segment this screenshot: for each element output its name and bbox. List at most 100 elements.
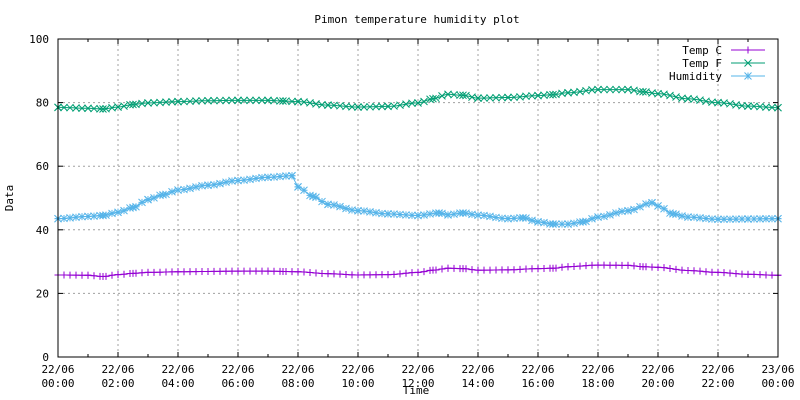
sample-marker (432, 266, 440, 274)
sample-marker (582, 217, 590, 226)
sample-marker (636, 202, 644, 211)
sample-marker (432, 94, 440, 103)
sample-marker (72, 104, 80, 112)
sample-marker (198, 181, 206, 190)
sample-marker (678, 266, 686, 274)
sample-marker (366, 271, 374, 279)
sample-marker (318, 100, 326, 109)
sample-marker (324, 101, 332, 109)
sample-marker (90, 272, 98, 280)
x-tick-label-time: 16:00 (521, 377, 554, 390)
sample-marker (756, 102, 764, 111)
sample-marker (126, 204, 134, 212)
sample-marker (552, 220, 560, 228)
sample-marker (186, 268, 194, 276)
sample-marker (114, 208, 122, 217)
x-tick-label-time: 00:00 (761, 377, 794, 390)
sample-marker (216, 179, 224, 188)
series-temp-f (54, 85, 782, 113)
sample-marker (594, 261, 602, 269)
sample-marker (642, 263, 650, 271)
sample-marker (726, 269, 734, 277)
sample-marker (276, 267, 284, 275)
sample-marker (198, 267, 206, 275)
axis-ticks: 02040608010022/0600:0022/0602:0022/0604:… (29, 33, 794, 390)
sample-marker (90, 212, 98, 220)
y-tick-label: 80 (36, 97, 49, 110)
data-point (99, 105, 107, 113)
sample-marker (138, 269, 146, 277)
sample-marker (324, 270, 332, 278)
sample-marker (222, 178, 230, 187)
sample-marker (348, 271, 356, 279)
sample-marker (426, 266, 434, 274)
sample-marker (672, 265, 680, 273)
sample-marker (618, 85, 626, 94)
sample-marker (348, 206, 356, 214)
sample-marker (102, 272, 110, 280)
sample-marker (186, 97, 194, 106)
x-tick-label-date: 22/06 (701, 363, 734, 376)
sample-marker (576, 218, 584, 226)
sample-marker (666, 91, 674, 100)
sample-marker (528, 91, 536, 100)
sample-marker (138, 198, 146, 207)
x-tick-label-time: 06:00 (221, 377, 254, 390)
sample-marker (258, 96, 266, 105)
sample-marker (300, 186, 308, 195)
sample-marker (276, 172, 284, 181)
x-tick-label-time: 02:00 (101, 377, 134, 390)
sample-marker (720, 215, 728, 224)
sample-marker (222, 267, 230, 275)
data-point (279, 97, 287, 105)
sample-marker (72, 213, 80, 222)
sample-marker (390, 270, 398, 278)
legend-item: Humidity (669, 70, 765, 83)
sample-marker (180, 185, 188, 194)
sample-marker (186, 184, 194, 193)
sample-marker (378, 102, 386, 111)
sample-marker (354, 271, 362, 279)
sample-marker (468, 210, 476, 219)
sample-marker (288, 97, 296, 106)
sample-marker (468, 93, 476, 101)
sample-marker (504, 266, 512, 274)
x-tick-label-time: 12:00 (401, 377, 434, 390)
sample-marker (498, 266, 506, 274)
sample-marker (396, 210, 404, 219)
sample-marker (564, 263, 572, 271)
sample-marker (384, 102, 392, 111)
sample-marker (126, 100, 134, 109)
sample-marker (522, 214, 530, 222)
sample-marker (66, 271, 74, 279)
sample-marker (78, 212, 86, 221)
sample-marker (78, 104, 86, 113)
sample-marker (324, 200, 332, 209)
sample-marker (522, 265, 530, 273)
sample-marker (498, 93, 506, 102)
sample-marker (558, 263, 566, 271)
sample-marker (414, 99, 422, 107)
sample-marker (174, 268, 182, 276)
sample-marker (768, 103, 776, 112)
sample-marker (768, 214, 776, 223)
sample-marker (216, 267, 224, 275)
sample-marker (564, 88, 572, 97)
x-tick-label-date: 23/06 (761, 363, 794, 376)
sample-marker (480, 266, 488, 274)
sample-marker (402, 269, 410, 277)
x-axis-label: Time (403, 384, 430, 397)
sample-marker (282, 97, 290, 105)
sample-marker (360, 271, 368, 279)
sample-marker (444, 264, 452, 272)
sample-marker (672, 93, 680, 101)
sample-marker (606, 210, 614, 219)
sample-marker (642, 88, 650, 96)
sample-marker (108, 209, 116, 218)
sample-marker (150, 194, 158, 202)
sample-marker (330, 101, 338, 110)
sample-marker (618, 207, 626, 216)
sample-marker (414, 268, 422, 276)
sample-marker (636, 263, 644, 271)
sample-marker (144, 195, 152, 204)
